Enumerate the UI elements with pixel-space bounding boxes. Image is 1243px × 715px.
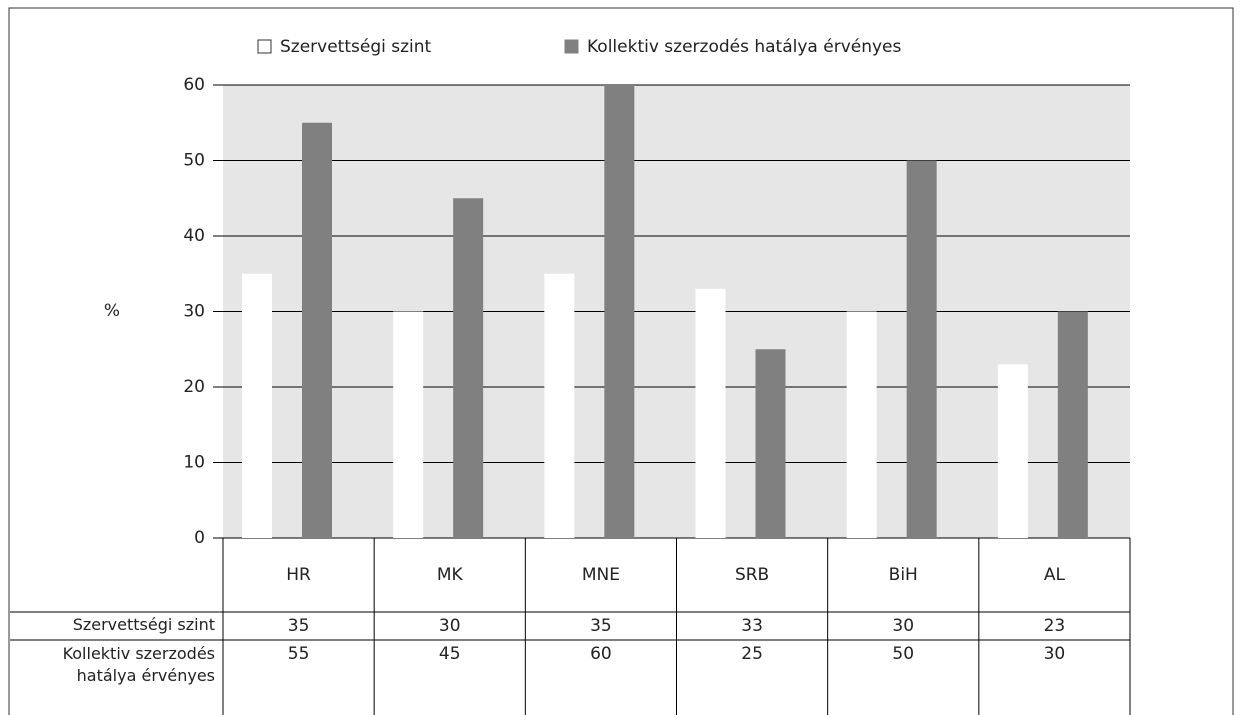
legend-label: Szervettségi szint [280,37,432,57]
legend-swatch [257,39,272,54]
table-cell: 30 [439,616,461,636]
y-tick-label: 0 [194,528,205,548]
x-tick-label: MK [437,565,464,585]
bar [755,349,786,538]
y-tick-label: 10 [183,453,205,473]
y-tick-label: 40 [183,226,205,246]
bar [906,160,937,538]
y-axis-label: % [104,301,120,321]
bar [1057,311,1088,538]
x-tick-label: AL [1044,565,1066,585]
x-tick-label: MNE [582,565,620,585]
frame [8,7,1234,715]
bar [453,198,484,538]
bar [997,364,1028,538]
bar [393,311,424,538]
bar [846,311,877,538]
table-cell: 50 [892,644,914,664]
bar [242,273,272,538]
table-cell: 35 [288,616,310,636]
y-tick-label: 30 [183,302,205,322]
table-cell: 30 [1044,644,1066,664]
x-tick-label: BiH [889,565,918,585]
x-tick-label: SRB [735,565,769,585]
bar [695,288,726,538]
legend-label: Kollektiv szerzodés hatálya érvényes [587,37,902,57]
table-row-label: Kollektiv szerzodés hatálya érvényes [62,644,215,685]
bar [544,273,575,538]
y-tick-label: 60 [183,75,205,95]
table-cell: 25 [741,644,763,664]
bar [302,122,332,538]
table-cell: 60 [590,644,612,664]
table-cell: 35 [590,616,612,636]
table-cell: 45 [439,644,461,664]
x-tick-label: HR [286,565,311,585]
y-tick-label: 20 [183,377,205,397]
table-cell: 30 [892,616,914,636]
legend-swatch [564,39,579,54]
table-row-label: Szervettségi szint [72,615,215,634]
table-cell: 55 [288,644,310,664]
table-cell: 23 [1044,616,1066,636]
bar [604,85,635,538]
y-tick-label: 50 [183,151,205,171]
table-cell: 33 [741,616,763,636]
